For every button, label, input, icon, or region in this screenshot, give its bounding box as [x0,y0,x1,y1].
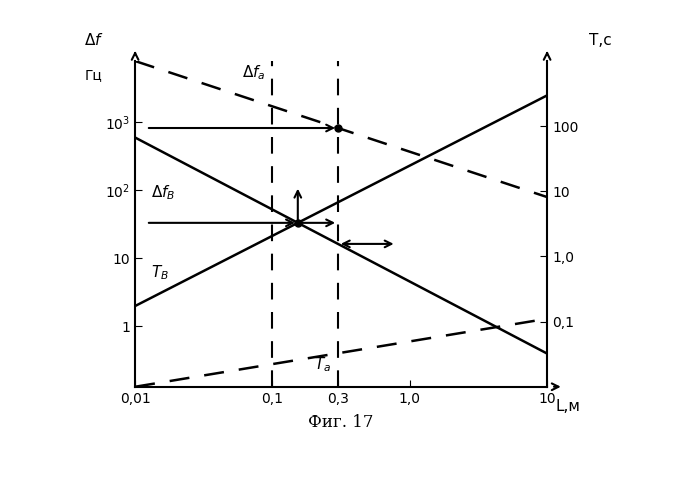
Text: L,м: L,м [555,399,580,414]
Text: $T_a$: $T_a$ [314,355,331,374]
Text: T,с: T,с [589,33,612,48]
Text: $T_B$: $T_B$ [150,263,169,282]
Text: $\Delta f$: $\Delta f$ [84,32,104,48]
Text: $\Delta f_B$: $\Delta f_B$ [150,184,175,203]
Text: $\Delta f_a$: $\Delta f_a$ [242,63,265,82]
Text: Гц: Гц [85,68,103,82]
Title: Фиг. 17: Фиг. 17 [309,414,374,431]
